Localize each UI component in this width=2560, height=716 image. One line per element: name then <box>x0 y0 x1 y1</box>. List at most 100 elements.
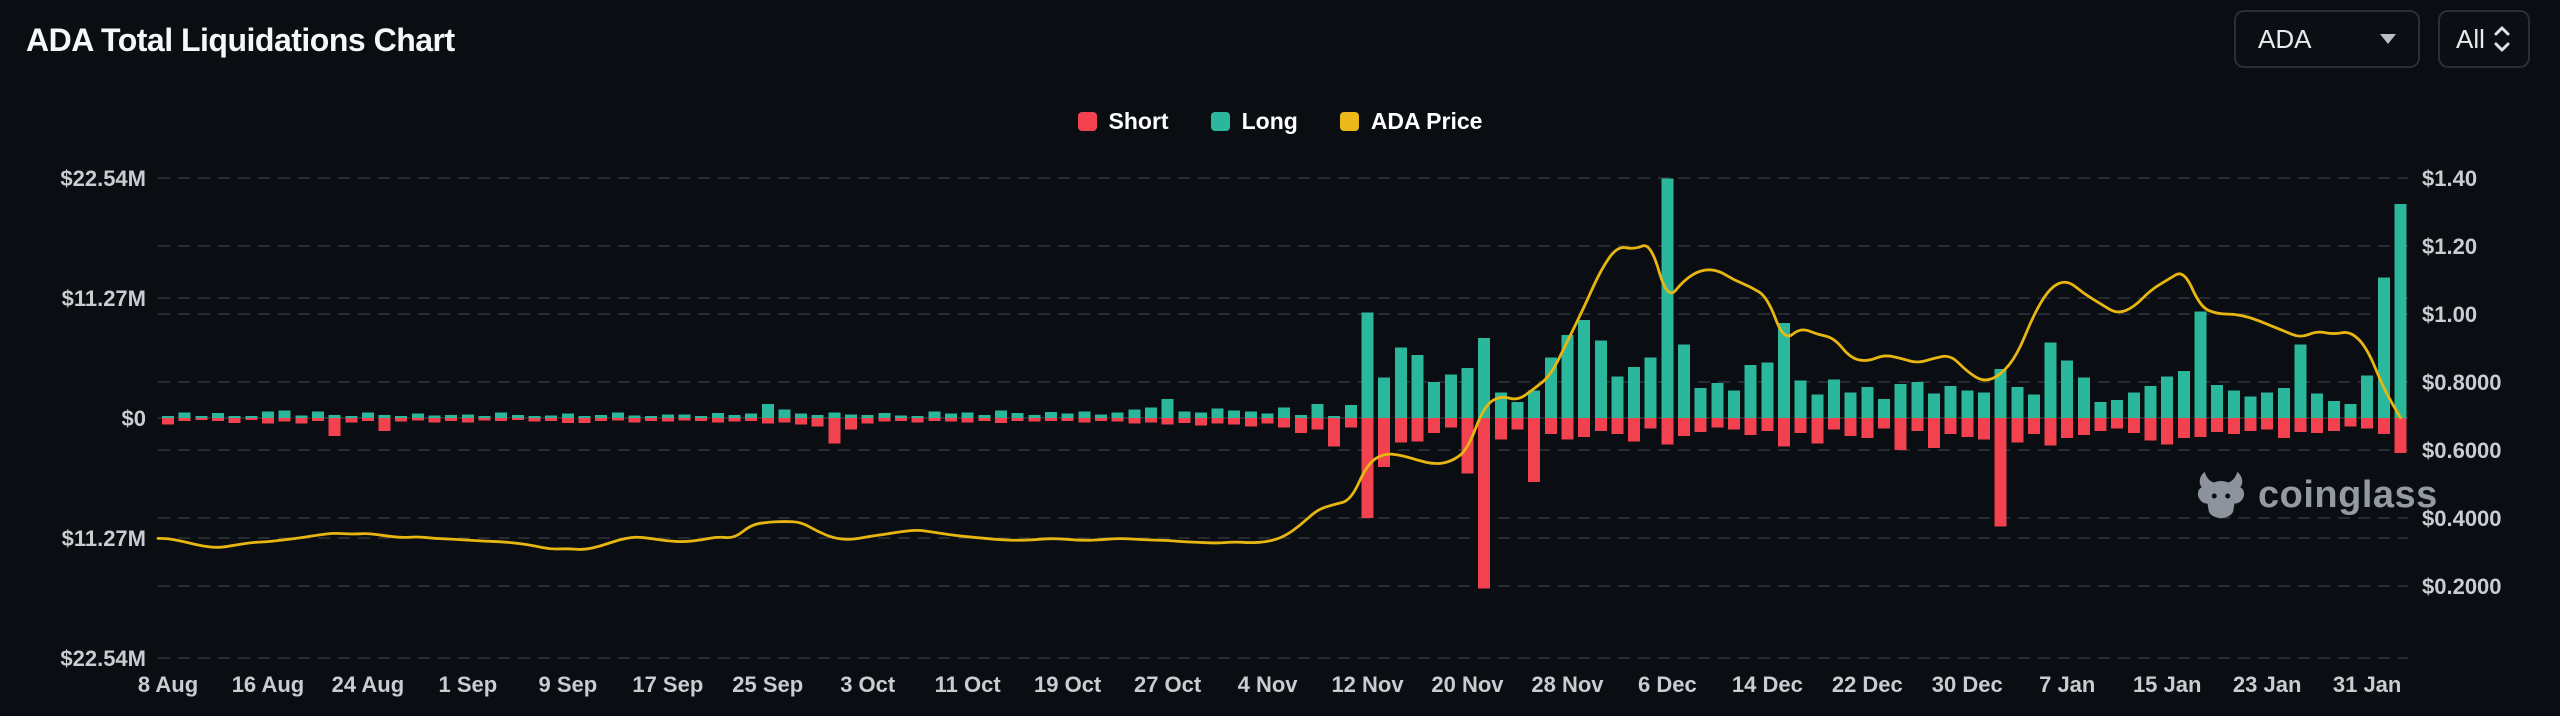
legend-item-short[interactable]: Short <box>1077 108 1169 135</box>
short-bar <box>1144 418 1157 423</box>
long-bar <box>361 412 374 418</box>
right-axis-label: $1.20 <box>2422 234 2477 259</box>
long-bar <box>1261 413 1274 418</box>
symbol-select[interactable]: ADA <box>2234 10 2420 68</box>
short-bar <box>228 418 241 423</box>
x-axis-label: 23 Jan <box>2233 672 2302 697</box>
coinglass-watermark: coinglass <box>2196 470 2438 520</box>
short-bar <box>2144 418 2157 441</box>
long-bar <box>878 413 891 418</box>
short-bar <box>1594 418 1607 431</box>
short-bar <box>1544 418 1557 434</box>
long-bar <box>178 412 191 418</box>
long-bar <box>1011 413 1024 418</box>
short-swatch <box>1077 112 1097 131</box>
long-bar <box>478 415 491 418</box>
long-bar <box>428 415 441 418</box>
legend-item-long[interactable]: Long <box>1210 108 1298 135</box>
short-bar <box>561 418 574 423</box>
short-bar <box>761 418 774 424</box>
right-axis-label: $0.6000 <box>2422 438 2502 463</box>
short-bar <box>1744 418 1757 436</box>
long-bar <box>1228 410 1241 418</box>
ada-price-line <box>156 244 2402 551</box>
long-bar <box>2127 392 2140 418</box>
long-bar <box>861 414 874 418</box>
long-bar <box>1844 392 1857 418</box>
short-bar <box>1228 418 1241 425</box>
long-bar <box>1161 398 1174 418</box>
long-bar <box>795 413 808 418</box>
price-swatch <box>1339 112 1359 131</box>
long-bar <box>745 413 758 418</box>
short-bar <box>1894 418 1907 450</box>
short-bar <box>1478 418 1491 589</box>
long-bar <box>2061 360 2074 418</box>
short-bar <box>1678 418 1691 437</box>
long-bar <box>1311 404 1324 418</box>
coinglass-bull-icon <box>2197 471 2245 519</box>
long-bar <box>1461 367 1474 418</box>
long-bar <box>328 414 341 418</box>
long-bar <box>495 412 508 418</box>
long-bar <box>1744 364 1757 418</box>
short-bar <box>1028 418 1041 422</box>
x-axis-label: 9 Sep <box>538 672 597 697</box>
short-bar <box>2261 418 2274 430</box>
long-bar <box>2177 371 2190 418</box>
long-bar <box>828 412 841 418</box>
long-bar <box>1544 357 1557 418</box>
short-bar <box>2127 418 2140 433</box>
long-bar <box>1778 323 1791 418</box>
long-bar <box>2277 388 2290 418</box>
short-bar <box>1961 418 1974 438</box>
page-title: ADA Total Liquidations Chart <box>26 22 455 58</box>
short-bar <box>2311 418 2324 433</box>
short-bar <box>2211 418 2224 432</box>
long-bar <box>1728 390 1741 418</box>
short-bar <box>911 418 924 423</box>
short-bar <box>261 418 274 424</box>
x-axis-label: 16 Aug <box>232 672 305 697</box>
long-bar <box>761 404 774 418</box>
long-bar <box>1594 340 1607 418</box>
short-bar <box>695 418 708 422</box>
x-axis-label: 3 Oct <box>840 672 896 697</box>
long-bar <box>278 410 291 418</box>
x-axis-label: 7 Jan <box>2039 672 2095 697</box>
long-bar <box>1144 407 1157 418</box>
legend-item-price[interactable]: ADA Price <box>1339 108 1482 135</box>
long-bar <box>895 415 908 418</box>
short-bar <box>1761 418 1774 431</box>
range-select[interactable]: All <box>2438 10 2530 68</box>
long-bar <box>2144 386 2157 418</box>
short-bar <box>1528 418 1541 482</box>
short-bar <box>1278 418 1291 428</box>
short-bar <box>495 418 508 422</box>
short-bar <box>828 418 841 444</box>
long-bar <box>245 416 258 418</box>
short-bar <box>295 418 308 424</box>
x-axis-label: 4 Nov <box>1238 672 1299 697</box>
long-bar <box>645 415 658 418</box>
short-bar <box>445 418 458 422</box>
long-bar <box>661 414 674 418</box>
short-bar <box>1944 418 1957 434</box>
short-bar <box>2277 418 2290 439</box>
long-bar <box>1061 413 1074 418</box>
short-bar <box>345 418 358 423</box>
long-bar <box>2161 376 2174 418</box>
short-bar <box>2094 418 2107 431</box>
short-bar <box>511 418 524 421</box>
right-axis-label: $1.00 <box>2422 302 2477 327</box>
short-bar <box>2194 418 2207 438</box>
long-bar <box>395 415 408 418</box>
short-bar <box>711 418 724 423</box>
short-bar <box>178 418 191 422</box>
long-bar <box>1211 408 1224 418</box>
long-bar <box>1294 414 1307 418</box>
short-bar <box>1877 418 1890 429</box>
short-bar <box>1694 418 1707 432</box>
